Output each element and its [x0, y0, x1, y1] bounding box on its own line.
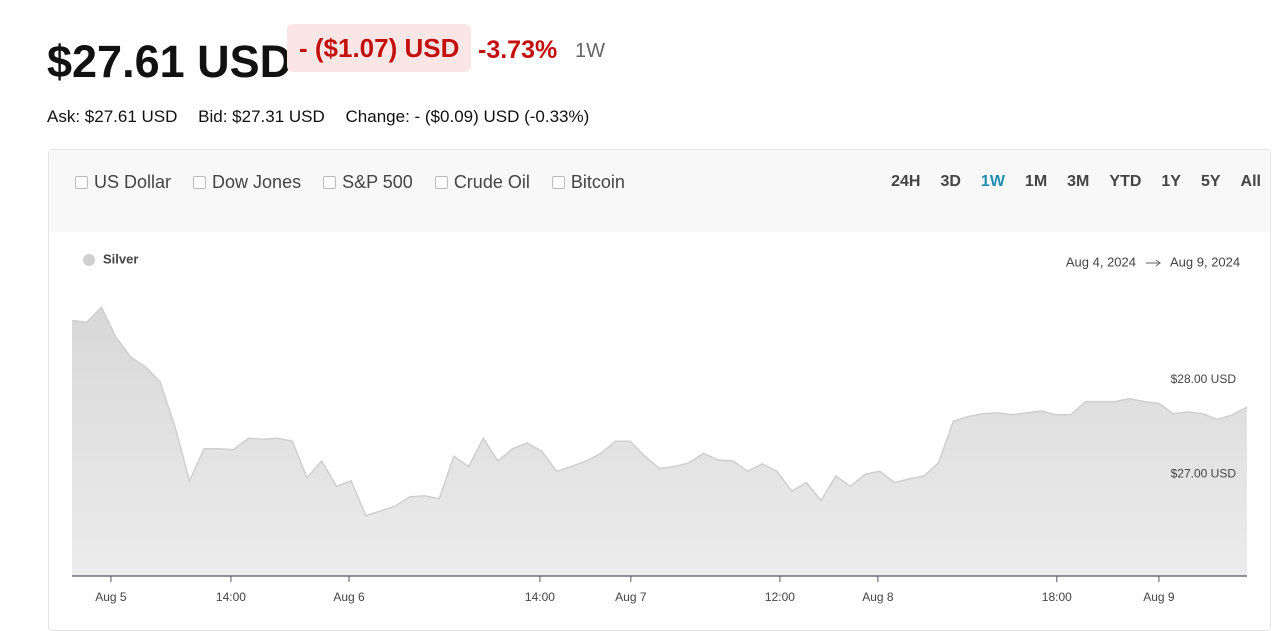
checkbox[interactable]: [323, 176, 337, 189]
x-tick-label: 18:00: [1042, 590, 1072, 604]
area: [72, 307, 1247, 576]
legend-label: Silver: [103, 251, 138, 266]
quote-line: Ask: $27.61 USD Bid: $27.31 USD Change: …: [47, 107, 605, 127]
day-change: Change: - ($0.09) USD (-0.33%): [345, 107, 590, 126]
x-tick-label: Aug 5: [95, 590, 127, 604]
ask: Ask: $27.61 USD: [47, 107, 178, 126]
y-tick-label: $27.00 USD: [1171, 466, 1237, 480]
range-button[interactable]: 1M: [1024, 173, 1048, 190]
x-tick-label: 14:00: [216, 590, 246, 604]
compare-option[interactable]: S&P 500: [323, 172, 413, 193]
compare-option[interactable]: Dow Jones: [193, 172, 301, 193]
checkbox[interactable]: [434, 176, 448, 189]
x-tick-label: Aug 8: [862, 590, 894, 604]
compare-list: US Dollar Dow Jones S&P 500 Crude Oil Bitcoi…: [75, 172, 647, 194]
date-from: Aug 4, 2024: [1066, 254, 1136, 269]
period: 1W: [575, 40, 605, 62]
price: $27.61 USD: [47, 36, 293, 87]
bid: Bid: $27.31 USD: [198, 107, 325, 126]
x-tick-label: 12:00: [765, 590, 795, 604]
range-button[interactable]: 3D: [940, 173, 961, 190]
x-tick-label: Aug 7: [615, 590, 647, 604]
checkbox[interactable]: [551, 176, 565, 189]
compare-label: Dow Jones: [212, 172, 302, 192]
compare-label: Crude Oil: [453, 172, 530, 192]
compare-label: S&P 500: [342, 172, 413, 192]
line: [71, 306, 1248, 517]
range-button[interactable]: 1Y: [1161, 173, 1181, 190]
change-percent: -3.73%: [478, 36, 558, 64]
date-to: Aug 9, 2024: [1170, 254, 1240, 269]
compare-option[interactable]: US Dollar: [75, 172, 171, 193]
range-button[interactable]: All: [1240, 173, 1261, 190]
arrow: [1146, 259, 1161, 267]
checkbox[interactable]: [75, 176, 88, 189]
range-button[interactable]: 24H: [891, 173, 921, 190]
compare-option[interactable]: Crude Oil: [434, 172, 530, 193]
y-tick-label: $28.00 USD: [1171, 372, 1237, 386]
range-button[interactable]: 1W: [980, 173, 1005, 190]
toolbar: [49, 150, 1269, 232]
change-badge: - ($1.07) USD: [287, 24, 472, 72]
x-tick-label: Aug 9: [1143, 590, 1175, 604]
checkbox[interactable]: [193, 176, 207, 189]
range-button[interactable]: 5Y: [1200, 173, 1221, 190]
range-button[interactable]: YTD: [1109, 173, 1142, 190]
compare-label: US Dollar: [94, 172, 172, 192]
range-button[interactable]: 3M: [1067, 173, 1090, 190]
x-tick-label: Aug 6: [333, 590, 365, 604]
range-list: 24H 3D 1W 1M 3M YTD 1Y 5Y All: [871, 173, 1261, 191]
compare-label: Bitcoin: [570, 172, 625, 192]
compare-option[interactable]: Bitcoin: [551, 172, 625, 193]
x-tick-label: 14:00: [525, 590, 555, 604]
legend-swatch: [83, 254, 95, 266]
